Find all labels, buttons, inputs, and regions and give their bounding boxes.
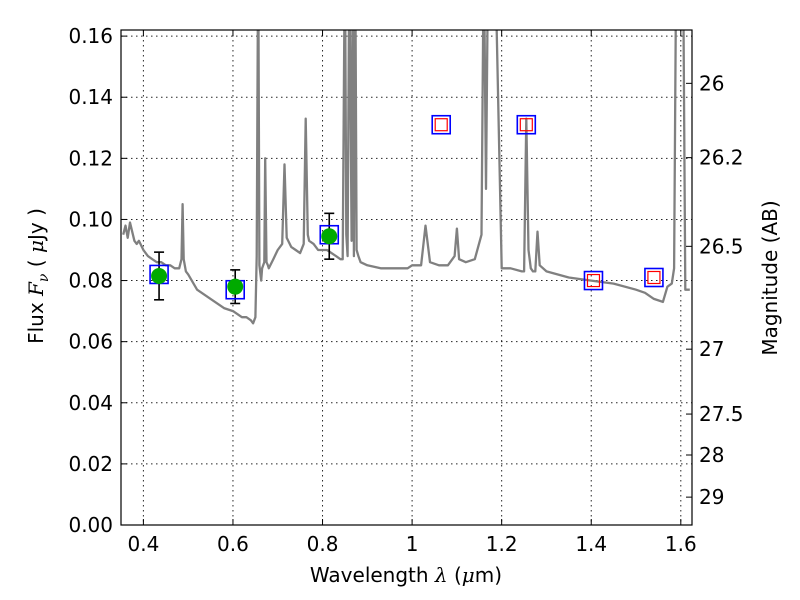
- y2-tick-label: 26.2: [699, 146, 744, 170]
- y-axis-title-prefix: Flux: [24, 296, 48, 344]
- model-photometry-box: [583, 270, 604, 291]
- y2-tick-label: 26.5: [699, 234, 744, 258]
- y-axis-title-unit: (: [24, 253, 48, 274]
- y-tick-label: 0.08: [68, 269, 113, 293]
- y-tick-label: 0.06: [68, 330, 113, 354]
- y-axis-title-suffix: Jy ): [24, 208, 48, 242]
- observed-point: [151, 267, 168, 284]
- x-axis: 0.4 0.6 0.8 1 1.2 1.4 1.6: [127, 30, 697, 556]
- x-tick-label: 1.4: [575, 532, 607, 556]
- observed-point: [321, 228, 338, 245]
- predicted-box: [647, 270, 661, 285]
- model-photometry-box: [431, 114, 452, 135]
- x-tick-label: 0.6: [217, 532, 249, 556]
- y2-tick-label: 27: [699, 337, 724, 361]
- predicted-boxes: [434, 118, 661, 288]
- plot-frame: [120, 29, 693, 526]
- x-tick-label: 1.6: [665, 532, 697, 556]
- observed-point: [227, 278, 244, 295]
- sed-model-layer: [122, 30, 690, 325]
- y2-axis: 26 26.2 26.5 27 27.5 28 29: [686, 71, 744, 509]
- model-photometry-box: [516, 114, 537, 135]
- x-axis-title-symbol: λ: [434, 563, 448, 587]
- x-axis-title-unit: (: [448, 563, 462, 587]
- y-axis-title-symbol: F: [24, 281, 48, 297]
- y-axis-title: Flux Fν ( μJy ): [24, 208, 52, 344]
- predicted-box: [586, 273, 601, 288]
- x-tick-label: 0.4: [127, 532, 159, 556]
- y2-tick-label: 26: [699, 71, 724, 95]
- y-tick-label: 0.04: [68, 391, 113, 415]
- observed-points: [151, 228, 338, 295]
- predicted-box: [519, 118, 533, 132]
- x-axis-title-prefix: Wavelength: [310, 563, 435, 587]
- y-axis-title-mu: μ: [24, 240, 48, 253]
- x-axis-title: Wavelength λ (μm): [310, 563, 502, 587]
- x-axis-title-mu: μ: [462, 563, 475, 587]
- grid: [121, 30, 692, 526]
- x-tick-label: 1.2: [486, 532, 518, 556]
- y2-tick-label: 28: [699, 443, 724, 467]
- y-tick-label: 0.00: [68, 513, 113, 537]
- y-tick-label: 0.10: [68, 207, 113, 231]
- sed-model-line: [122, 30, 690, 325]
- y-axis-title-sub: ν: [36, 273, 52, 282]
- x-tick-label: 0.8: [307, 532, 339, 556]
- y-tick-label: 0.14: [68, 85, 113, 109]
- y-tick-label: 0.16: [68, 24, 113, 48]
- model-photometry-box: [644, 267, 664, 288]
- y2-tick-label: 27.5: [699, 402, 744, 426]
- y-axis: 0.00 0.02 0.04 0.06 0.08 0.10 0.12 0.14 0.16: [68, 24, 127, 537]
- x-axis-title-suffix: m): [475, 563, 502, 587]
- y2-axis-title: Magnitude (AB): [758, 200, 782, 355]
- predicted-box: [434, 118, 448, 132]
- x-tick-label: 1: [406, 532, 419, 556]
- y-tick-label: 0.12: [68, 146, 113, 170]
- model-photometry-boxes: [149, 114, 664, 300]
- y-tick-label: 0.02: [68, 452, 113, 476]
- y2-tick-label: 29: [699, 485, 724, 509]
